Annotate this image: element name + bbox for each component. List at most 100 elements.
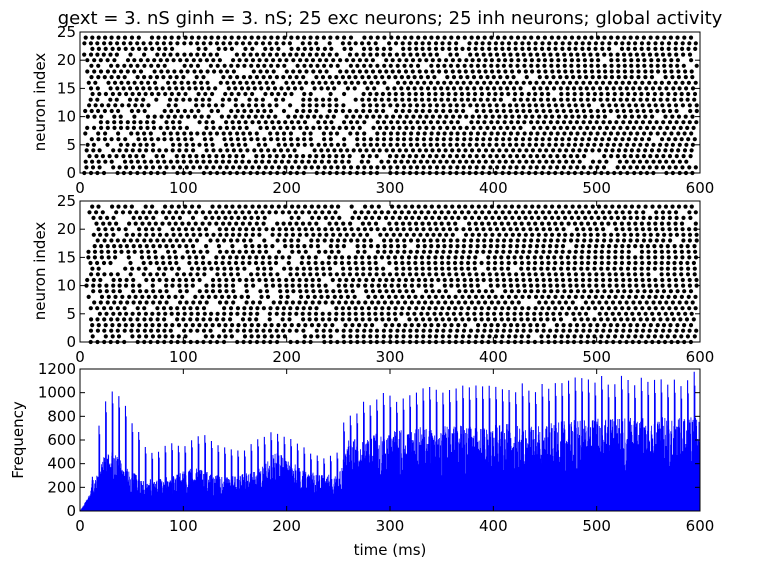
inh-spike <box>133 294 138 299</box>
exc-spike <box>188 131 194 136</box>
exc-spike <box>656 58 661 63</box>
inh-spike <box>515 238 520 243</box>
activity-lines <box>79 371 701 511</box>
inh-spike <box>177 227 182 232</box>
inh-spike <box>347 272 353 277</box>
inh-spike <box>425 232 430 237</box>
inh-spike <box>170 277 176 283</box>
inh-spike <box>545 266 550 271</box>
exc-spike <box>172 114 177 119</box>
inh-spike <box>353 210 358 215</box>
exc-spike <box>568 131 574 136</box>
inh-spike <box>455 277 460 283</box>
inh-spike <box>368 328 373 333</box>
exc-spike <box>564 75 569 80</box>
exc-spike <box>360 41 365 46</box>
inh-spike <box>222 272 227 277</box>
exc-spike <box>573 46 578 52</box>
exc-spike <box>408 142 413 147</box>
inh-spike <box>116 204 121 209</box>
inh-spike <box>351 232 356 237</box>
inh-spike <box>483 289 488 294</box>
inh-spike <box>595 238 600 243</box>
inh-spike <box>505 311 510 316</box>
inh-spike <box>368 266 373 271</box>
exc-spike <box>174 97 179 102</box>
inh-spike <box>122 328 127 333</box>
inh-spike <box>314 317 319 322</box>
exc-spike <box>271 80 276 85</box>
exc-spike <box>575 108 580 114</box>
inh-spike <box>626 260 632 266</box>
inh-spike <box>287 210 292 215</box>
exc-spike <box>309 142 314 147</box>
inh-spike <box>633 272 638 277</box>
inh-spike <box>390 289 396 294</box>
inh-spike <box>268 306 273 311</box>
inh-spike <box>599 260 605 266</box>
exc-spike <box>501 80 507 85</box>
exc-spike <box>211 165 216 170</box>
inh-spike <box>546 334 551 339</box>
inh-spike <box>257 277 262 283</box>
inh-spike <box>666 255 671 260</box>
inh-spike <box>640 294 645 299</box>
exc-spike <box>468 137 473 142</box>
exc-spike <box>473 91 478 97</box>
inh-spike <box>309 238 314 243</box>
inh-spike <box>621 277 626 283</box>
inh-spike <box>654 215 659 220</box>
inh-spike <box>270 232 275 237</box>
inh-spike <box>131 277 136 283</box>
exc-spike <box>400 91 405 97</box>
exc-spike <box>556 35 561 40</box>
exc-spike <box>463 148 468 153</box>
inh-spike <box>415 244 421 249</box>
inh-spike <box>572 255 577 260</box>
inh-spike <box>346 260 351 266</box>
inh-spike <box>316 283 322 288</box>
inh-spike <box>659 266 664 271</box>
exc-spike <box>149 137 154 142</box>
exc-spike <box>468 103 473 108</box>
inh-spike <box>465 311 470 316</box>
inh-spike <box>310 300 315 305</box>
exc-spike <box>179 114 184 119</box>
exc-spike <box>531 125 536 130</box>
exc-spike <box>275 35 280 40</box>
inh-spike <box>595 289 600 294</box>
exc-spike <box>149 91 155 97</box>
exc-spike <box>464 58 469 63</box>
exc-spike <box>476 148 482 153</box>
inh-spike <box>496 215 502 220</box>
exc-spike <box>682 35 687 40</box>
inh-spike <box>242 238 247 243</box>
exc-spike <box>220 154 226 159</box>
exc-spike <box>155 52 160 57</box>
exc-spike <box>430 69 435 74</box>
inh-spike <box>651 300 656 305</box>
inh-spike <box>550 204 555 209</box>
exc-spike <box>302 63 307 68</box>
exc-spike <box>108 86 113 91</box>
exc-spike <box>567 137 572 142</box>
exc-spike <box>629 63 634 68</box>
exc-spike <box>494 52 500 57</box>
inh-spike <box>599 317 604 322</box>
exc-spike <box>268 52 273 57</box>
exc-spike <box>666 91 671 97</box>
exc-spike <box>284 58 289 63</box>
exc-spike <box>526 41 531 46</box>
inh-spike <box>566 260 571 266</box>
exc-spike <box>282 63 287 68</box>
exc-spike <box>150 148 156 153</box>
exc-spike <box>450 58 455 63</box>
exc-spike <box>692 97 697 102</box>
inh-spike <box>330 277 335 283</box>
exc-spike <box>521 52 526 57</box>
exc-spike <box>516 58 521 63</box>
exc-spike <box>521 154 526 159</box>
exc-spike <box>122 75 127 80</box>
exc-spike <box>99 125 104 130</box>
inh-spike <box>673 306 678 311</box>
